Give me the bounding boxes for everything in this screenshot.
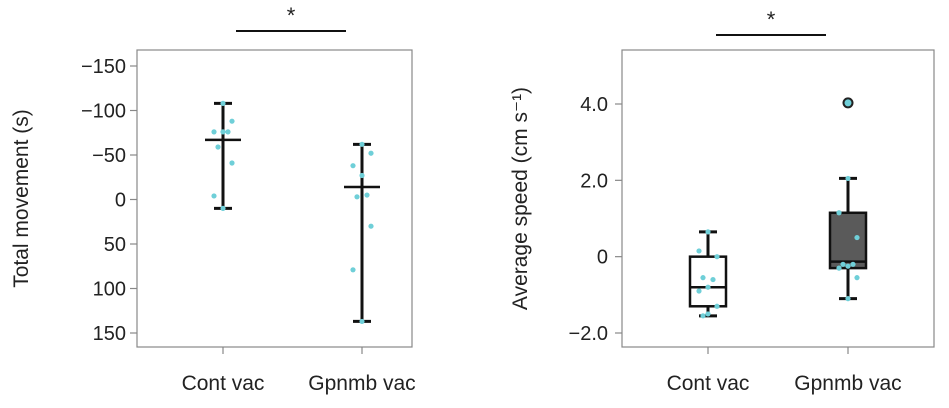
x-tick-label: Gpnmb vac: [794, 372, 901, 395]
box-cont-vac: [688, 229, 728, 319]
y-tick-label: −150: [81, 56, 126, 78]
y-tick-label: −2.0: [569, 323, 608, 345]
data-point: [211, 129, 217, 135]
data-point: [350, 163, 356, 169]
panel-1: 150 100 50 0 −50 −100 −150 Total movement (s) Co…: [10, 3, 416, 395]
data-point: [220, 129, 226, 135]
data-point: [220, 100, 226, 106]
data-point: [836, 210, 842, 216]
plot-frame: [136, 49, 413, 348]
data-point: [368, 150, 374, 156]
significance-star: *: [287, 3, 296, 28]
data-point: [350, 267, 356, 273]
data-point: [229, 118, 235, 124]
data-point: [215, 144, 221, 150]
significance-star: *: [767, 7, 776, 32]
data-point: [845, 263, 851, 269]
data-point: [220, 205, 226, 211]
iqr-box: [828, 211, 868, 270]
data-point: [710, 276, 716, 283]
box-gpnmb-vac: [344, 141, 380, 325]
data-point: [359, 318, 365, 325]
data-point: [359, 141, 365, 147]
data-point: [705, 311, 711, 317]
data-point: [705, 284, 711, 290]
data-point: [364, 192, 370, 198]
data-point: [700, 275, 706, 281]
data-point: [714, 303, 720, 309]
y-tick-label: −100: [81, 101, 126, 123]
data-point: [696, 288, 702, 294]
y-tick-label: 0: [597, 247, 608, 269]
y-tick-label: 150: [93, 323, 126, 345]
y-tick-label: 50: [104, 234, 126, 256]
data-point: [225, 129, 231, 135]
y-tick-label: 4.0: [580, 94, 608, 116]
data-point: [845, 175, 851, 182]
x-tick-label: Gpnmb vac: [308, 372, 415, 395]
data-point: [700, 313, 706, 319]
data-point: [229, 160, 235, 166]
box-gpnmb-vac: [828, 97, 868, 302]
y-tick-label: 100: [93, 279, 126, 301]
y-tick-label: 2.0: [580, 170, 608, 192]
panel-2: 4.0 2.0 0 −2.0 Average speed (cm s⁻¹) Cont va…: [509, 7, 935, 395]
data-point: [359, 172, 365, 179]
iqr-box: [688, 255, 728, 308]
y-tick-label: 0: [115, 190, 126, 212]
y-axis-label: Average speed (cm s⁻¹): [509, 87, 532, 310]
data-point: [854, 234, 860, 241]
x-tick-label: Cont vac: [182, 372, 265, 395]
data-point: [714, 254, 720, 260]
data-point: [845, 296, 851, 302]
data-point: [368, 223, 374, 229]
data-point: [705, 229, 711, 235]
data-point: [354, 194, 360, 200]
outlier-point: [842, 97, 854, 109]
plot-frame: [621, 49, 935, 348]
data-point: [696, 248, 702, 254]
data-point: [854, 275, 860, 281]
data-point: [211, 193, 217, 199]
y-tick-label: −50: [92, 145, 126, 167]
data-point: [850, 261, 856, 267]
box-cont-vac: [205, 100, 241, 211]
x-tick-label: Cont vac: [667, 372, 750, 395]
data-point: [836, 265, 842, 271]
y-axis-label: Total movement (s): [10, 109, 33, 288]
data-point: [840, 261, 846, 267]
